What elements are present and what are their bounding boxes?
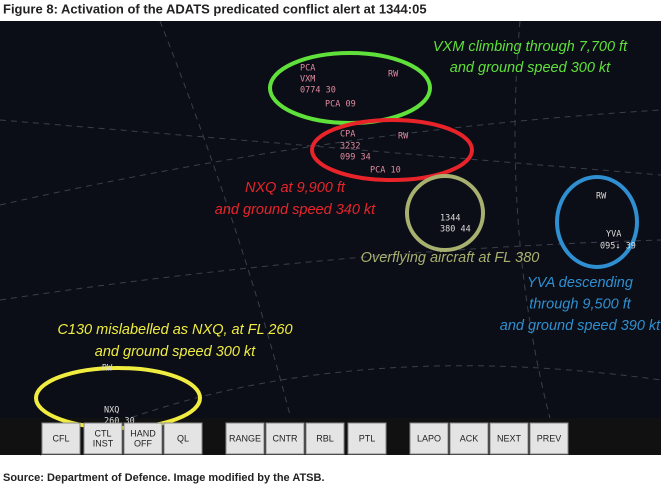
radar-screen <box>0 21 661 455</box>
button-face <box>265 422 305 455</box>
button-face <box>225 422 265 455</box>
track-label: PCA 10 <box>370 166 401 176</box>
button[interactable]: RANGE <box>225 422 265 455</box>
button-label[interactable]: OFF <box>134 438 152 448</box>
button-label[interactable]: ACK <box>460 433 479 443</box>
button[interactable]: QL <box>163 422 203 455</box>
annotation: and ground speed 390 kt <box>500 318 661 334</box>
button-label[interactable]: CFL <box>52 433 69 443</box>
button-label[interactable]: NEXT <box>497 433 522 443</box>
button-label[interactable]: INST <box>93 438 114 448</box>
button-label[interactable]: LAPO <box>417 433 441 443</box>
button[interactable]: CFL <box>41 422 81 455</box>
button-face <box>449 422 489 455</box>
button[interactable]: CNTR <box>265 422 305 455</box>
button-label[interactable]: RANGE <box>229 433 261 443</box>
annotation: C130 mislabelled as NXQ, at FL 260 <box>57 322 292 338</box>
button-face <box>83 422 123 455</box>
track-label: 380 44 <box>440 225 471 235</box>
track-label: RW <box>596 192 607 202</box>
button-face <box>529 422 569 455</box>
track-label: RW <box>398 132 409 142</box>
track-label: 095↓ 39 <box>600 242 636 252</box>
button-face <box>305 422 345 455</box>
button[interactable]: PTL <box>347 422 387 455</box>
figure-source: Source: Department of Defence. Image mod… <box>3 472 325 484</box>
button[interactable]: RBL <box>305 422 345 455</box>
highlight-ring <box>555 175 639 269</box>
annotation: and ground speed 300 kt <box>95 344 256 360</box>
annotation: VXM climbing through 7,700 ft <box>433 39 628 55</box>
button-face <box>489 422 529 455</box>
button-label[interactable]: RBL <box>316 433 334 443</box>
annotation: and ground speed 300 kt <box>450 60 611 76</box>
button-label[interactable]: HAND <box>130 428 156 438</box>
button-label[interactable]: PTL <box>359 433 376 443</box>
figure-title: Figure 8: Activation of the ADATS predic… <box>3 1 427 16</box>
highlight-ring <box>405 174 485 252</box>
track-label: 260 30 <box>104 417 135 427</box>
button-face <box>41 422 81 455</box>
button-label[interactable]: QL <box>177 433 189 443</box>
button-label[interactable]: CNTR <box>273 433 298 443</box>
annotation: YVA descending <box>527 275 633 291</box>
track-label: PCA <box>300 64 315 74</box>
button-face <box>163 422 203 455</box>
button-face <box>347 422 387 455</box>
button-face <box>409 422 449 455</box>
track-label: NXQ <box>104 406 119 416</box>
track-label: 099 34 <box>340 153 371 163</box>
annotation: through 9,500 ft <box>529 296 632 312</box>
track-label: VXM <box>300 75 315 85</box>
button-face <box>123 422 163 455</box>
button[interactable]: PREV <box>529 422 569 455</box>
track-label: 0774 30 <box>300 86 336 96</box>
track-label: PCA 09 <box>325 100 356 110</box>
track-label: RW <box>388 70 399 80</box>
button[interactable]: ACK <box>449 422 489 455</box>
track-label: RW <box>102 364 113 374</box>
annotation: and ground speed 340 kt <box>215 202 376 218</box>
track-label: 1344 <box>440 214 460 224</box>
annotation: NXQ at 9,900 ft <box>245 180 346 196</box>
button-label[interactable]: CTL <box>94 428 111 438</box>
button[interactable]: LAPO <box>409 422 449 455</box>
highlight-ring <box>310 118 474 182</box>
annotation: Overflying aircraft at FL 380 <box>361 250 540 266</box>
track-label: YVA <box>606 230 621 240</box>
button-label[interactable]: PREV <box>537 433 562 443</box>
track-label: CPA <box>340 130 355 140</box>
button[interactable]: NEXT <box>489 422 529 455</box>
track-label: 3232 <box>340 142 360 152</box>
